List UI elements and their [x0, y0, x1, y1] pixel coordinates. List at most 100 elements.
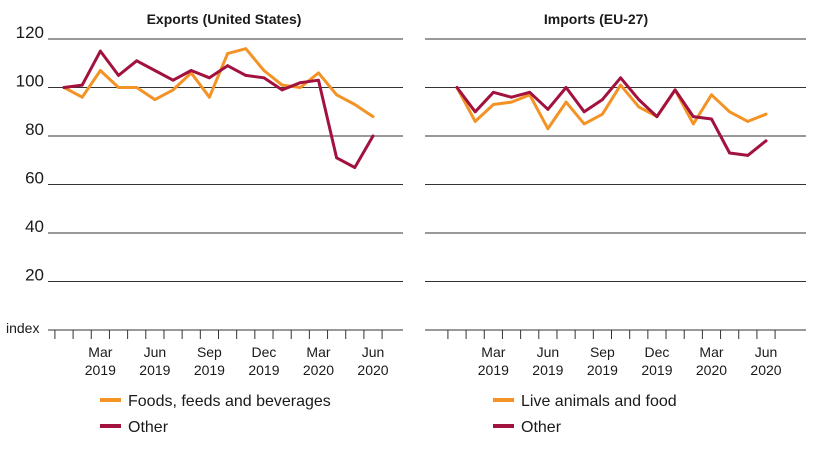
data-point [655, 115, 659, 118]
data-point [728, 110, 732, 114]
data-point [171, 88, 175, 92]
data-point [280, 88, 284, 92]
data-point [171, 78, 175, 82]
data-point [746, 120, 750, 123]
x-tick-label-year: 2019 [532, 362, 563, 378]
x-tick-label-month: Mar [306, 344, 330, 360]
chart-title: Exports (United States) [147, 11, 302, 27]
x-tick-label-year: 2019 [478, 362, 509, 378]
data-point [691, 115, 695, 118]
data-point [244, 47, 248, 51]
x-tick-label-month: Mar [481, 344, 505, 360]
chart-title: Imports (EU-27) [544, 11, 648, 27]
legend-label: Foods, feeds and beverages [128, 393, 331, 410]
legend-label: Other [521, 419, 562, 436]
x-tick-label-year: 2020 [357, 362, 388, 378]
imports-panel: Imports (EU-27) Mar 2019 Jun 2019 Sep 2019 Dec 2… [425, 11, 806, 436]
data-point [691, 122, 695, 126]
data-point [619, 83, 622, 87]
data-point [98, 49, 102, 53]
y-tick-label: 80 [25, 120, 44, 139]
y-tick-label: 120 [16, 23, 44, 42]
x-tick-label-year: 2020 [696, 362, 727, 378]
data-point [510, 95, 513, 99]
series-line-other [62, 49, 375, 169]
data-point [317, 71, 320, 75]
data-point [135, 59, 139, 63]
data-point [564, 86, 568, 89]
data-point [673, 88, 677, 92]
x-tick-label-year: 2020 [303, 362, 334, 378]
data-point [226, 64, 229, 68]
data-point [117, 86, 120, 89]
data-point [208, 95, 211, 99]
y-tick-label: 40 [25, 217, 44, 236]
data-point [728, 151, 732, 155]
x-tick-label-month: Sep [590, 344, 615, 360]
x-tick-label-year: 2019 [587, 362, 618, 378]
legend-label: Live animals and food [521, 393, 677, 410]
data-point [746, 154, 750, 157]
data-point [528, 90, 532, 94]
data-point [335, 93, 339, 97]
data-point [710, 117, 713, 121]
x-tick-label-month: Dec [251, 344, 276, 360]
exports-panel: Exports (United States) 20 40 60 80 100 120 ind… [6, 11, 403, 436]
data-point [582, 110, 586, 114]
data-point [371, 134, 375, 138]
y-unit-label: index [6, 320, 39, 336]
data-point [62, 86, 66, 89]
data-point [189, 69, 193, 72]
data-point [262, 76, 266, 80]
data-point [80, 95, 84, 99]
y-tick-label: 20 [25, 266, 44, 285]
data-point [601, 98, 604, 102]
data-point [546, 107, 550, 111]
data-point [546, 127, 550, 131]
data-point [455, 86, 459, 89]
data-point [262, 69, 266, 72]
data-point [764, 139, 768, 143]
x-tick-label-month: Sep [197, 344, 222, 360]
data-point [619, 76, 622, 80]
data-point [80, 83, 84, 87]
x-tick-label-year: 2019 [248, 362, 279, 378]
x-tick-label-month: Jun [537, 344, 560, 360]
data-point [98, 69, 102, 72]
data-point [135, 86, 139, 89]
y-tick-label: 60 [25, 169, 44, 188]
x-tick-label-year: 2019 [139, 362, 170, 378]
data-point [153, 69, 157, 72]
data-point [280, 83, 284, 87]
data-point [637, 98, 641, 102]
data-point [353, 166, 357, 169]
data-point [117, 73, 120, 77]
data-point [335, 156, 339, 160]
data-point [710, 93, 713, 97]
data-point [510, 100, 513, 104]
x-tick-label-month: Dec [644, 344, 669, 360]
data-point [208, 76, 211, 80]
data-point [298, 86, 302, 89]
data-point [491, 103, 495, 106]
data-point [564, 100, 568, 104]
data-point [244, 73, 248, 77]
x-tick-label-month: Mar [88, 344, 112, 360]
data-point [153, 98, 157, 102]
data-point [582, 122, 586, 126]
x-tick-label-year: 2019 [85, 362, 116, 378]
data-point [298, 81, 302, 85]
data-point [764, 112, 768, 116]
x-tick-label-month: Mar [699, 344, 723, 360]
legend-label: Other [128, 419, 169, 436]
x-tick-label-month: Jun [362, 344, 385, 360]
data-point [317, 78, 320, 82]
x-tick-label-year: 2019 [194, 362, 225, 378]
data-point [353, 103, 357, 106]
data-point [491, 90, 495, 94]
x-tick-label-month: Jun [144, 344, 167, 360]
data-point [371, 115, 375, 118]
data-point [601, 112, 604, 116]
x-tick-label-year: 2020 [750, 362, 781, 378]
